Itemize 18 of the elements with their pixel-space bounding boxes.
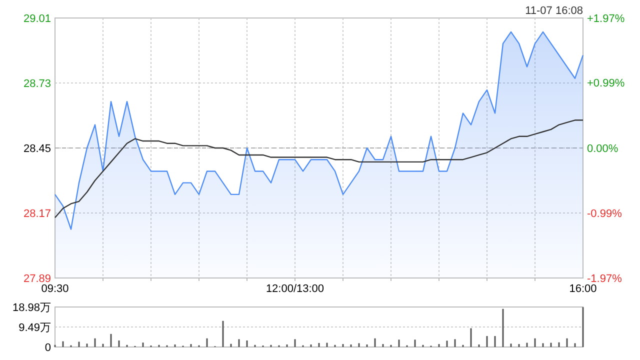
x-tick-label: 09:30 [41,283,69,295]
y-tick-label: 28.73 [23,78,51,90]
y2-tick-label: 0.00% [587,142,618,155]
y2-tick-label: -0.99% [587,208,622,220]
y2-tick-label: -1.97% [587,272,622,285]
x-tick-label: 12:00/13:00 [266,283,324,295]
y-tick-label: 28.17 [23,208,51,220]
y-tick-label: 0 [44,342,51,354]
y-tick-label: 28.45 [23,142,51,155]
y-tick-label: 29.01 [23,12,51,25]
y-tick-label: 27.89 [23,272,51,285]
y-tick-label: 9.49万 [18,322,51,334]
x-tick-label: 16:00 [569,283,597,295]
y2-tick-label: +0.99% [587,78,625,90]
line-series [54,120,584,218]
text: 11-07 16:08 [525,5,583,17]
y2-tick-label: +1.97% [587,12,625,25]
y-tick-label: 18.98万 [12,302,51,314]
